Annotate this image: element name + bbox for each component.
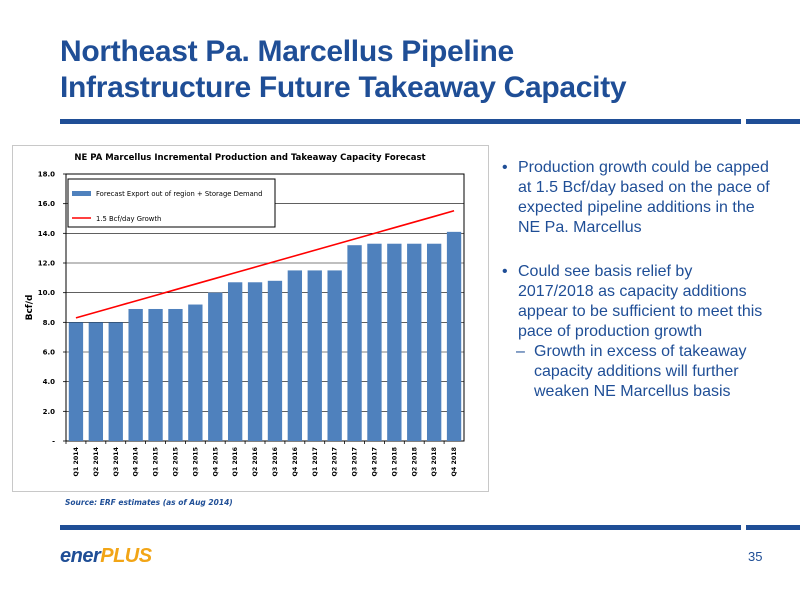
growth-line — [75, 210, 455, 319]
slide-title: Northeast Pa. Marcellus Pipeline Infrast… — [60, 34, 780, 106]
bar — [367, 243, 382, 441]
legend-bar-swatch — [72, 191, 91, 196]
x-tick-label: Q2 2015 — [172, 447, 179, 476]
x-tick-label: Q4 2018 — [451, 447, 458, 476]
bullet-dot-icon: • — [502, 263, 508, 280]
bullet-list: • Production growth could be capped at 1… — [500, 158, 770, 402]
x-tick-label: Q4 2014 — [133, 446, 140, 476]
x-tick-label: Q1 2015 — [153, 447, 160, 476]
sub-bullet-dash-icon: – — [516, 343, 525, 360]
page-number: 35 — [748, 549, 763, 564]
top-divider-tail — [746, 119, 800, 124]
bar — [88, 322, 104, 441]
bullet-dot-icon: • — [502, 159, 508, 176]
chart-legend: Forecast Export out of region + Storage … — [67, 178, 276, 228]
legend-box — [67, 178, 276, 228]
bar — [347, 245, 362, 441]
x-tick-label: Q1 2014 — [73, 446, 80, 476]
x-tick-label: Q1 2017 — [312, 447, 319, 476]
enerplus-logo: enerPLUS — [60, 545, 152, 568]
y-axis-label: Bcf/d — [25, 295, 35, 321]
y-tick-label: 4.0 — [43, 378, 56, 386]
chart-title: NE PA Marcellus Incremental Production a… — [74, 153, 425, 163]
x-tick-label: Q2 2017 — [332, 447, 339, 476]
bar — [128, 308, 143, 441]
x-tick-label: Q3 2018 — [431, 447, 438, 476]
x-tick-label: Q2 2018 — [411, 447, 418, 476]
y-tick-label: 18.0 — [38, 171, 55, 179]
y-tick-label: 16.0 — [38, 200, 55, 208]
sub-bullet-text: Growth in excess of takeaway capacity ad… — [534, 343, 747, 400]
bar — [208, 292, 223, 441]
y-tick-label: 8.0 — [43, 319, 56, 327]
bullet-text: Production growth could be capped at 1.5… — [518, 159, 770, 236]
x-tick-label: Q4 2016 — [292, 446, 299, 476]
bar — [287, 270, 303, 441]
x-tick-label: Q1 2016 — [232, 446, 239, 476]
x-tick-label: Q4 2017 — [371, 447, 378, 476]
legend-bar-label: Forecast Export out of region + Storage … — [96, 190, 262, 198]
bar — [148, 308, 163, 441]
x-tick-label: Q3 2015 — [192, 447, 199, 476]
chart-source-note: Source: ERF estimates (as of Aug 2014) — [65, 498, 233, 507]
bullet-item: • Production growth could be capped at 1… — [500, 158, 770, 238]
slide-title-line1: Northeast Pa. Marcellus Pipeline — [60, 35, 514, 68]
bar — [227, 282, 243, 441]
bar — [307, 270, 322, 441]
x-tick-label: Q3 2016 — [272, 446, 279, 476]
bar — [387, 243, 402, 441]
bar — [327, 270, 342, 441]
x-tick-label: Q3 2017 — [352, 447, 359, 476]
sub-bullet-item: – Growth in excess of takeaway capacity … — [500, 342, 770, 402]
bar — [446, 231, 462, 441]
bottom-divider-tail — [746, 525, 800, 530]
bar — [247, 282, 263, 441]
x-tick-label: Q3 2014 — [113, 446, 120, 476]
y-tick-label: 12.0 — [38, 260, 55, 268]
x-tick-label: Q1 2018 — [391, 447, 398, 476]
bar — [267, 280, 283, 441]
y-tick-label: - — [52, 438, 55, 446]
bar — [426, 243, 442, 441]
x-tick-label: Q2 2014 — [93, 446, 100, 476]
bar — [68, 322, 84, 441]
y-tick-label: 10.0 — [38, 289, 55, 297]
logo-text-plus: PLUS — [100, 545, 152, 567]
y-tick-label: 2.0 — [43, 408, 56, 416]
bullet-item: • Could see basis relief by 2017/2018 as… — [500, 262, 770, 342]
x-tick-label: Q4 2015 — [212, 447, 219, 476]
logo-text-ener: ener — [60, 545, 101, 567]
bar — [108, 322, 123, 441]
bullet-text: Could see basis relief by 2017/2018 as c… — [518, 263, 763, 340]
production-capacity-chart: NE PA Marcellus Incremental Production a… — [25, 153, 465, 476]
bottom-divider — [60, 525, 741, 530]
slide-title-line2: Infrastructure Future Takeaway Capacity — [60, 71, 627, 104]
y-tick-label: 14.0 — [38, 230, 55, 238]
bar — [188, 304, 203, 441]
y-tick-label: 6.0 — [43, 349, 56, 357]
bar — [168, 308, 183, 441]
legend-line-label: 1.5 Bcf/day Growth — [96, 215, 161, 223]
top-divider — [60, 119, 741, 124]
x-tick-label: Q2 2016 — [252, 446, 259, 476]
bar — [407, 243, 422, 441]
